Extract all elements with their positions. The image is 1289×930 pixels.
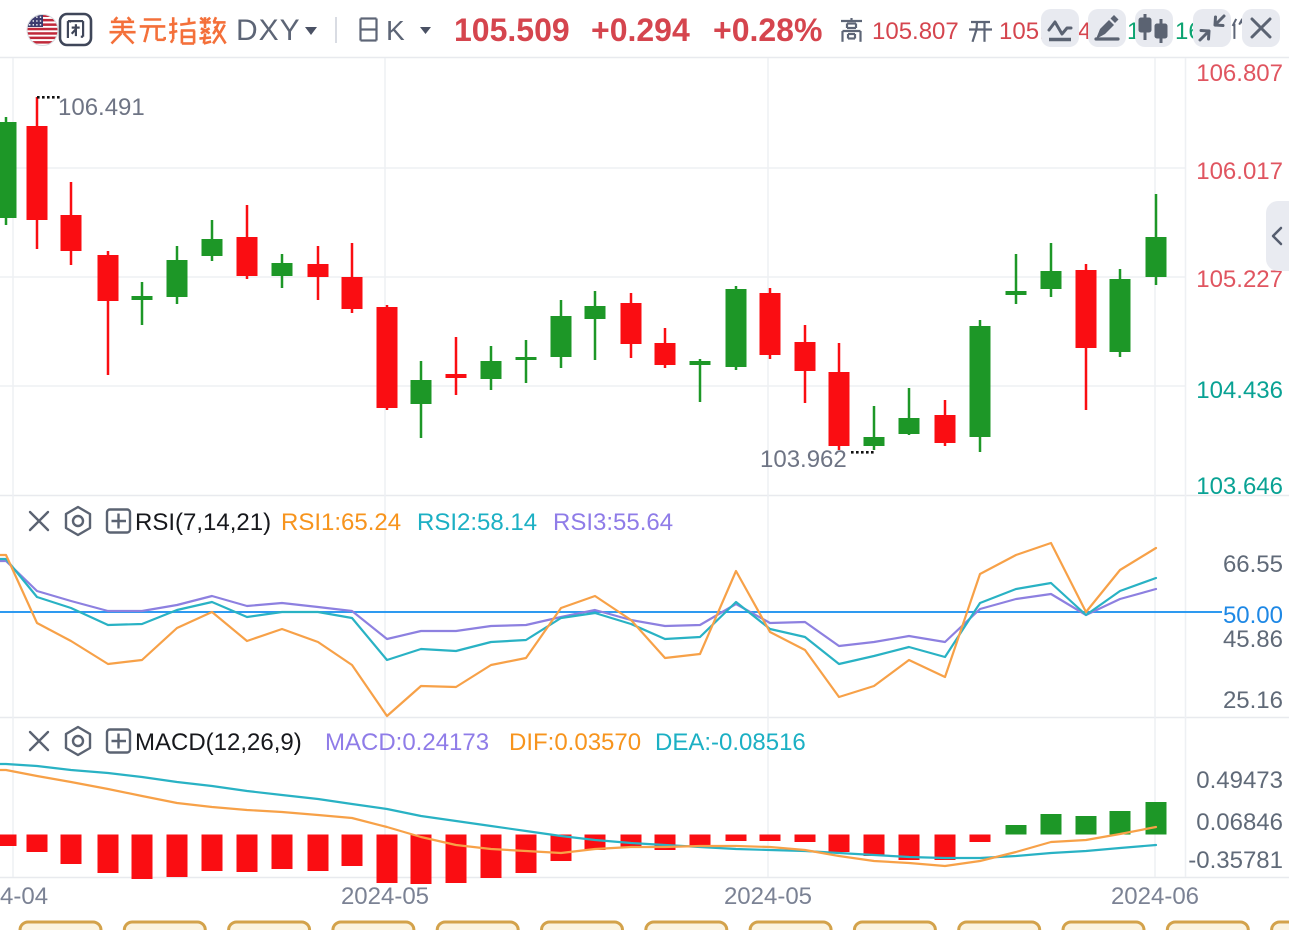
svg-text:MACD(12,26,9): MACD(12,26,9)	[135, 729, 302, 756]
svg-text:45.86: 45.86	[1223, 626, 1283, 653]
svg-text:+0.28%: +0.28%	[713, 12, 822, 48]
svg-text:104.436: 104.436	[1196, 377, 1283, 404]
svg-text:106.491: 106.491	[58, 94, 145, 121]
svg-text:66.55: 66.55	[1223, 551, 1283, 578]
svg-text:RSI(7,14,21): RSI(7,14,21)	[135, 509, 271, 536]
svg-text:2024-05: 2024-05	[724, 883, 812, 910]
svg-text:50.00: 50.00	[1223, 602, 1283, 629]
svg-text:103.962: 103.962	[760, 446, 847, 473]
svg-text:RSI2:58.14: RSI2:58.14	[417, 509, 537, 536]
svg-text:105.227: 105.227	[1196, 266, 1283, 293]
svg-text:2024-05: 2024-05	[341, 883, 429, 910]
svg-text:DIF:0.03570: DIF:0.03570	[509, 729, 641, 756]
svg-text:+0.294: +0.294	[591, 12, 690, 48]
svg-text:105.807: 105.807	[872, 18, 959, 45]
svg-text:RSI3:55.64: RSI3:55.64	[553, 509, 673, 536]
svg-text:2024-04: 2024-04	[0, 883, 48, 910]
svg-text:0.06846: 0.06846	[1196, 809, 1283, 836]
svg-text:105.509: 105.509	[454, 12, 570, 48]
svg-text:-0.35781: -0.35781	[1188, 847, 1283, 874]
svg-text:106.017: 106.017	[1196, 158, 1283, 185]
svg-text:K: K	[386, 15, 405, 46]
svg-text:DEA:-0.08516: DEA:-0.08516	[655, 729, 806, 756]
svg-text:25.16: 25.16	[1223, 687, 1283, 714]
svg-text:2024-06: 2024-06	[1111, 883, 1199, 910]
svg-text:DXY: DXY	[236, 14, 301, 47]
svg-text:RSI1:65.24: RSI1:65.24	[281, 509, 401, 536]
svg-text:106.807: 106.807	[1196, 60, 1283, 87]
svg-text:103.646: 103.646	[1196, 473, 1283, 500]
svg-text:MACD:0.24173: MACD:0.24173	[325, 729, 489, 756]
svg-text:0.49473: 0.49473	[1196, 767, 1283, 794]
